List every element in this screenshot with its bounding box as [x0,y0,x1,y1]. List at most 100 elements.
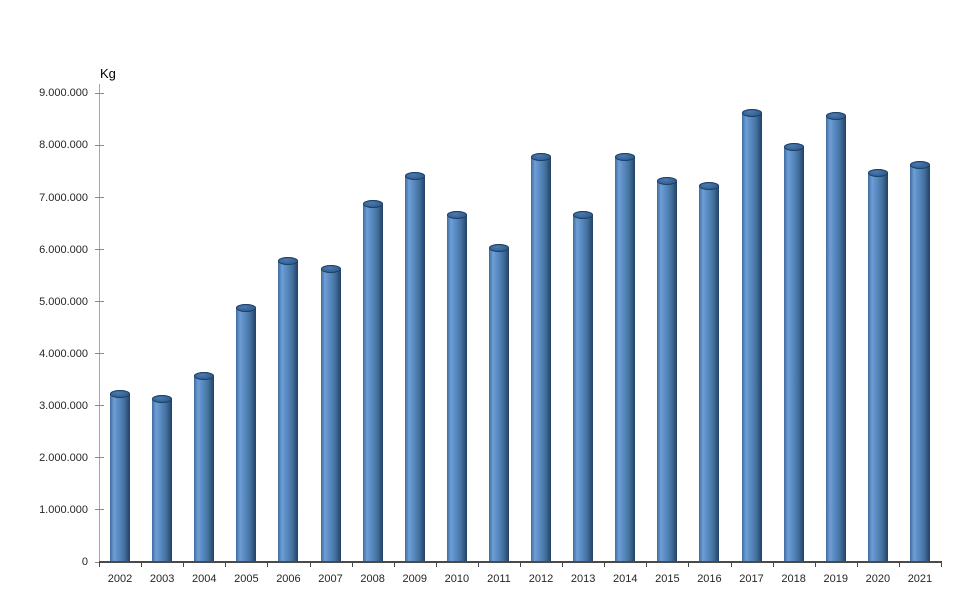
x-tick [183,563,185,567]
bar-2016 [699,181,720,561]
y-tick-label: 5.000.000 [39,295,88,308]
bar-body [362,204,383,561]
bar-body [194,375,215,561]
bar-body [867,172,888,561]
x-tick [393,563,395,567]
x-tick [646,563,648,567]
x-axis-label: 2005 [234,573,259,585]
x-axis-label: 2012 [528,573,554,585]
bar-cap [236,304,257,313]
bar-cap [825,111,846,120]
bar-cap [404,171,425,180]
bar-2008 [362,200,383,561]
bar-2005 [236,304,257,561]
bar-cap [362,200,383,209]
bar-2002 [110,390,131,561]
bar-2003 [152,395,173,561]
y-tick [95,353,104,355]
bar-cap [909,161,930,170]
bar-body [110,394,131,561]
y-tick-label: 1.000.000 [39,503,88,516]
y-tick [95,509,104,511]
bar-cap [867,168,888,177]
bar-body [278,261,299,561]
bar-body [825,115,846,561]
bar-cap [110,390,131,399]
bar-2019 [825,111,846,561]
bar-body [741,113,762,561]
y-tick [95,301,104,303]
bar-2021 [909,161,930,561]
bar-body [488,248,509,561]
bar-body [699,185,720,561]
y-tick [95,92,104,94]
bar-body [615,157,636,561]
x-axis-label: 2018 [781,573,806,585]
bar-2013 [573,210,594,561]
y-tick-label: 7.000.000 [39,191,88,204]
y-tick [95,405,104,407]
x-tick [141,563,143,567]
y-tick-label: 9.000.000 [39,87,88,100]
x-tick [267,563,269,567]
bar-cap [194,371,215,380]
bar-cap [615,153,636,162]
y-axis-line [99,84,100,562]
bar-cap [783,142,804,151]
x-axis-label: 2002 [107,573,133,585]
bar-body [446,214,467,561]
bar-cap [531,153,552,162]
x-tick [477,563,479,567]
bar-2006 [278,257,299,561]
y-axis-unit-label: Kg [100,66,116,81]
bar-2009 [404,171,425,561]
x-tick [604,563,606,567]
x-tick [309,563,311,567]
x-axis-label: 2004 [192,573,217,585]
bar-2017 [741,109,762,561]
bar-cap [699,181,720,190]
bar-cap [152,395,173,404]
bar-body [152,399,173,561]
bar-2015 [657,176,678,561]
x-tick [99,563,100,567]
x-axis-label: 2019 [823,573,848,585]
y-tick [95,249,104,251]
bar-body [909,165,930,561]
x-tick [225,563,227,567]
x-tick [772,563,774,567]
x-tick [814,563,816,567]
x-tick [435,563,437,567]
y-tick-label: 4.000.000 [39,347,88,360]
y-tick-label: 8.000.000 [39,139,88,152]
bar-cap [278,257,299,266]
bar-cap [320,265,341,274]
x-axis-label: 2003 [149,573,175,585]
y-tick [95,457,104,459]
y-tick-label: 3.000.000 [39,399,88,412]
bar-body [320,269,341,561]
y-tick-label: 2.000.000 [39,451,88,464]
x-tick [520,563,521,567]
bar-2012 [531,153,552,561]
x-tick [688,563,690,567]
x-tick [941,563,942,567]
y-tick [95,197,104,199]
bar-2004 [194,371,215,561]
y-tick-label: 0 [81,556,88,568]
x-axis-label: 2013 [570,573,596,585]
bar-2014 [615,153,636,561]
x-axis-label: 2010 [444,573,470,585]
x-axis-label: 2006 [276,573,301,585]
bar-2011 [488,244,509,561]
x-axis-label: 2016 [697,573,722,585]
bar-cap [573,210,594,219]
bar-body [236,308,257,561]
x-axis-label: 2015 [655,573,680,585]
y-tick [95,144,104,146]
x-axis-label: 2011 [487,573,511,585]
bar-body [573,214,594,561]
bar-2010 [446,210,467,561]
bar-2020 [867,168,888,561]
